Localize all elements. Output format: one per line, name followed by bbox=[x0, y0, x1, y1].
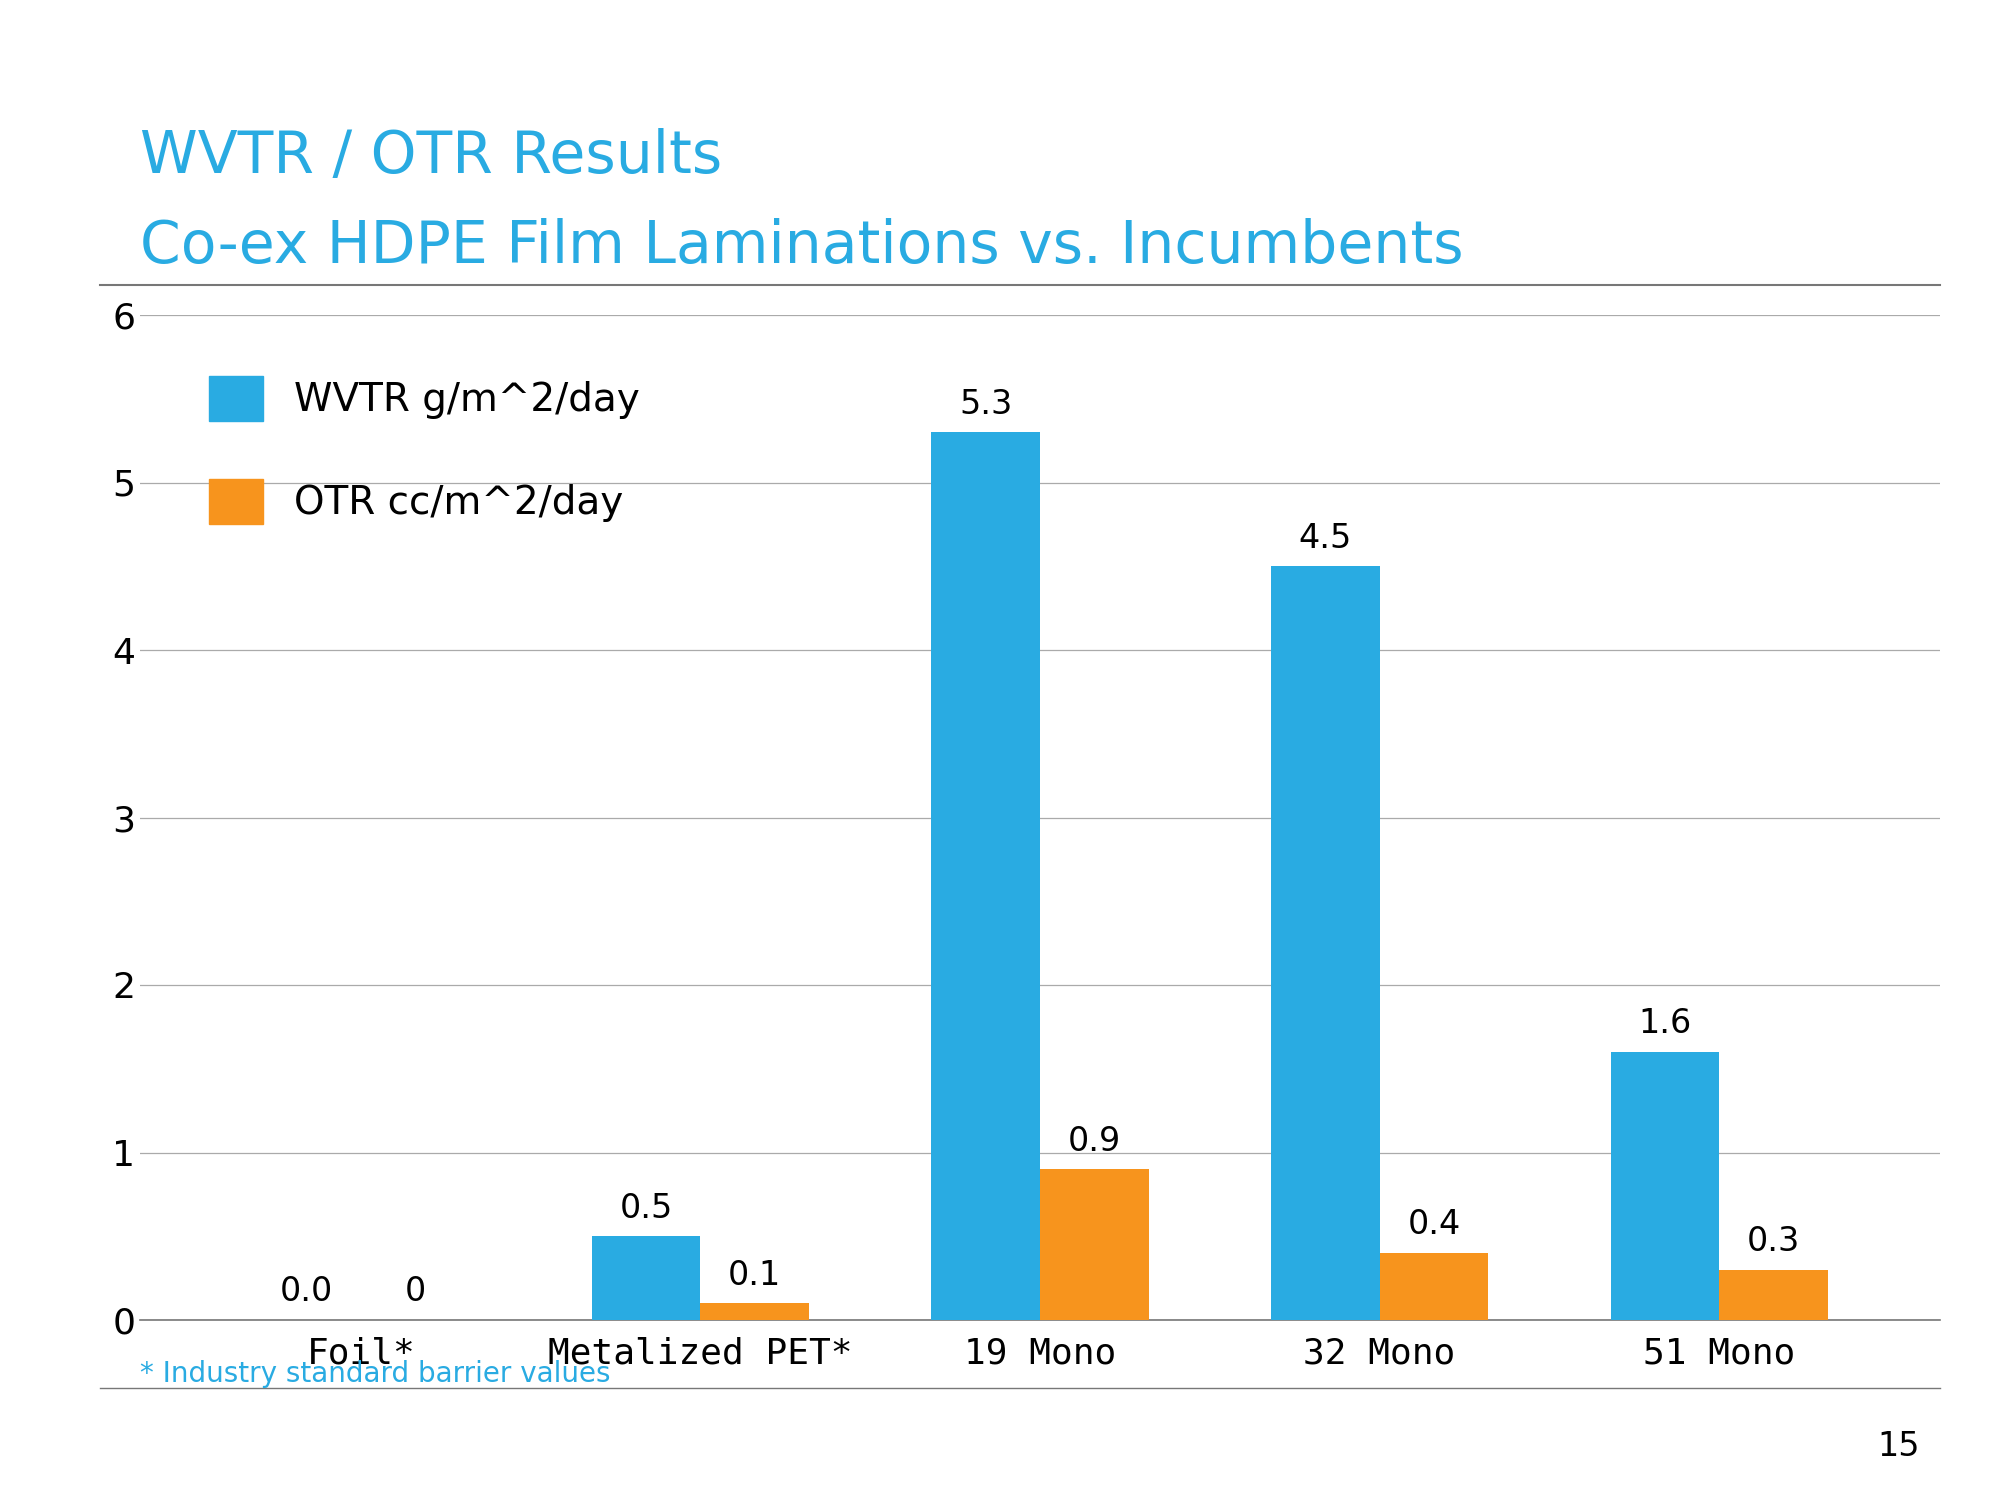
Text: 1.6: 1.6 bbox=[1638, 1008, 1692, 1041]
Text: WVTR / OTR Results: WVTR / OTR Results bbox=[140, 128, 722, 184]
Bar bbox=[1040, 1170, 1148, 1320]
Bar bbox=[592, 1236, 700, 1320]
Text: 0.3: 0.3 bbox=[1746, 1226, 1800, 1258]
Bar bbox=[1380, 1252, 1488, 1320]
Bar bbox=[932, 432, 1040, 1320]
Text: 5.3: 5.3 bbox=[960, 387, 1012, 420]
Text: 15: 15 bbox=[1878, 1430, 1920, 1462]
Text: 0.4: 0.4 bbox=[1408, 1209, 1460, 1242]
Text: 0.9: 0.9 bbox=[1068, 1125, 1120, 1158]
Legend: WVTR g/m^2/day, OTR cc/m^2/day: WVTR g/m^2/day, OTR cc/m^2/day bbox=[178, 345, 670, 555]
Text: 4.5: 4.5 bbox=[1298, 522, 1352, 555]
Text: * Industry standard barrier values: * Industry standard barrier values bbox=[140, 1360, 610, 1389]
Bar bbox=[700, 1304, 810, 1320]
Bar bbox=[1270, 567, 1380, 1320]
Text: 0: 0 bbox=[404, 1275, 426, 1308]
Text: 0.1: 0.1 bbox=[728, 1258, 782, 1292]
Bar bbox=[1720, 1269, 1828, 1320]
Bar bbox=[1610, 1052, 1720, 1320]
Text: 0.0: 0.0 bbox=[280, 1275, 334, 1308]
Text: 0.5: 0.5 bbox=[620, 1191, 672, 1224]
Text: Co-ex HDPE Film Laminations vs. Incumbents: Co-ex HDPE Film Laminations vs. Incumben… bbox=[140, 217, 1464, 274]
